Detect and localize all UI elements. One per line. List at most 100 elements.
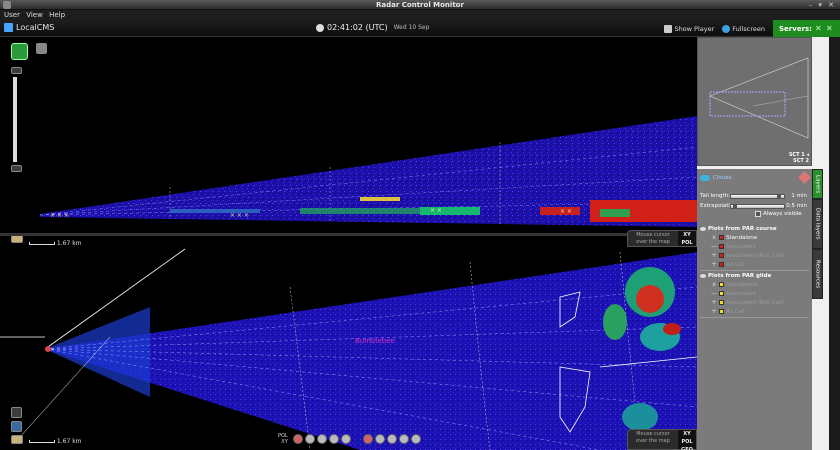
window-controls[interactable]: – ▾ ✕: [808, 1, 836, 9]
course-name-1: Associated: [726, 243, 756, 250]
radar-canvas[interactable]: × × × × × × × × × ×: [0, 37, 697, 450]
glide-swatch-0[interactable]: [719, 282, 724, 287]
show-player-button[interactable]: Show Player: [664, 24, 714, 33]
view-divider[interactable]: [0, 233, 697, 236]
svg-text:× × ×: × × ×: [50, 212, 69, 219]
always-visible-label: Always visible: [763, 211, 802, 217]
zoom-out-button[interactable]: [11, 165, 22, 172]
radar-display[interactable]: × × × × × × × × × ×: [0, 37, 697, 450]
layers-button[interactable]: [11, 407, 22, 418]
pol-text: POL: [278, 433, 288, 439]
glide-name-0: Standalone: [726, 281, 758, 288]
zoom-in-button[interactable]: [11, 67, 22, 74]
settings-button[interactable]: [36, 43, 47, 54]
servers-status[interactable]: Servers: ✕ ✕: [773, 20, 840, 37]
sector-1-label[interactable]: SCT 1: [788, 152, 805, 158]
glide-swatch-3[interactable]: [719, 309, 724, 314]
svg-text:× ×: × ×: [430, 207, 442, 214]
site-selector[interactable]: LocalCMS: [4, 23, 54, 32]
glide-symbol-2: +: [711, 298, 717, 306]
tail-length-slider[interactable]: [730, 194, 785, 199]
minimap-canvas[interactable]: [698, 38, 813, 167]
ruler-button-bottom[interactable]: [11, 435, 23, 444]
map-button[interactable]: [11, 421, 22, 432]
checkbox-box[interactable]: [755, 211, 761, 217]
glide-section-label: Plots from PAR glide: [708, 273, 772, 279]
course-section-header[interactable]: Plots from PAR course: [700, 226, 809, 232]
glide-symbol-1: —: [711, 289, 717, 297]
extrapolation-knob[interactable]: [733, 204, 737, 209]
tab-resources[interactable]: Resources: [812, 249, 823, 299]
stop-button[interactable]: [362, 434, 373, 444]
course-row-1[interactable]: — Associated: [711, 243, 806, 250]
window-title: Radar Control Monitor: [376, 1, 464, 9]
eye-icon[interactable]: [700, 273, 706, 278]
minimap[interactable]: SCT 1 ◂ SCT 2: [697, 37, 812, 166]
bottom-mouse-cursor-readout: Mouse cursor over the map: [636, 431, 670, 444]
control-button-4[interactable]: [328, 434, 339, 444]
svg-text:× × ×: × × ×: [230, 212, 249, 219]
control-button-5[interactable]: [340, 434, 351, 444]
scale-bar-bottom: 1.67 km: [25, 438, 82, 445]
tail-length-knob[interactable]: [777, 194, 781, 199]
course-row-2[interactable]: + Associated (Roll Call): [711, 252, 806, 259]
fullscreen-icon: [722, 24, 731, 33]
glide-section-header[interactable]: Plots from PAR glide: [700, 273, 809, 279]
vertical-tabs: Layers Data layers Resources: [812, 169, 823, 299]
radar-app-icon: [3, 1, 11, 9]
sector-2-label[interactable]: SCT 2: [793, 158, 809, 164]
control-button-3[interactable]: [316, 434, 327, 444]
always-visible-checkbox[interactable]: Always visible: [755, 211, 802, 217]
course-swatch-1[interactable]: [719, 244, 724, 249]
rewind-button[interactable]: [374, 434, 385, 444]
scale-bar-line-bottom: [29, 440, 55, 443]
layer-name[interactable]: Clouds: [713, 175, 732, 181]
course-swatch-3[interactable]: [719, 262, 724, 267]
menu-user[interactable]: User: [4, 11, 20, 19]
menu-help[interactable]: Help: [49, 11, 66, 19]
tab-layers[interactable]: Layers: [812, 169, 823, 199]
course-swatch-2[interactable]: [719, 253, 724, 258]
clock-time: 02:41:02 (UTC): [327, 23, 388, 32]
clock-date: Wed 10 Sep: [393, 24, 430, 31]
glide-row-1[interactable]: — Associated: [711, 290, 806, 297]
glide-name-1: Associated: [726, 290, 756, 297]
scale-bar-top: 1.67 km: [25, 240, 82, 247]
top-pol-value[interactable]: XY POL: [678, 231, 696, 246]
course-name-2: Associated (Roll Call): [726, 252, 784, 259]
top-sector: × × × × × × × × × ×: [39, 116, 697, 227]
fullscreen-button[interactable]: Fullscreen: [722, 24, 765, 33]
glide-row-0[interactable]: x Standalone: [711, 281, 806, 288]
extrapolation-slider[interactable]: [730, 204, 785, 209]
forward-button[interactable]: [398, 434, 409, 444]
zoom-slider[interactable]: [13, 77, 17, 162]
tab-data-layers[interactable]: Data layers: [812, 199, 823, 249]
glide-swatch-2[interactable]: [719, 300, 724, 305]
course-row-0[interactable]: x Standalone: [711, 234, 806, 241]
glide-swatch-1[interactable]: [719, 291, 724, 296]
control-button-2[interactable]: [304, 434, 315, 444]
end-button[interactable]: [410, 434, 421, 444]
server-2-icon[interactable]: ✕: [826, 23, 833, 33]
extrapolation-row: Extrapolation: 0.5 min: [700, 203, 809, 211]
menu-view[interactable]: View: [26, 11, 43, 19]
glide-row-2[interactable]: + Associated (Roll Call): [711, 299, 806, 306]
play-button[interactable]: [386, 434, 397, 444]
course-row-3[interactable]: + All Call: [711, 261, 806, 268]
pencil-icon[interactable]: [798, 171, 811, 184]
record-button[interactable]: [292, 434, 303, 444]
servers-label: Servers:: [779, 24, 812, 33]
side-panel: SCT 1 ◂ SCT 2 Clouds Tail length: 1 min …: [697, 37, 829, 450]
cloud-icon: [700, 175, 710, 181]
glide-name-3: All Call: [726, 308, 745, 315]
eye-icon[interactable]: [700, 226, 706, 231]
right-scrollbar[interactable]: [829, 37, 840, 450]
scale-label-top: 1.67 km: [56, 240, 82, 247]
server-1-icon[interactable]: ✕: [815, 23, 822, 33]
course-swatch-0[interactable]: [719, 235, 724, 240]
glide-row-3[interactable]: + All Call: [711, 308, 806, 315]
section-divider: [700, 270, 809, 271]
course-name-3: All Call: [726, 261, 745, 268]
compass-button[interactable]: [11, 43, 28, 60]
bottom-pol-value[interactable]: XY POL GEO: [678, 430, 696, 450]
